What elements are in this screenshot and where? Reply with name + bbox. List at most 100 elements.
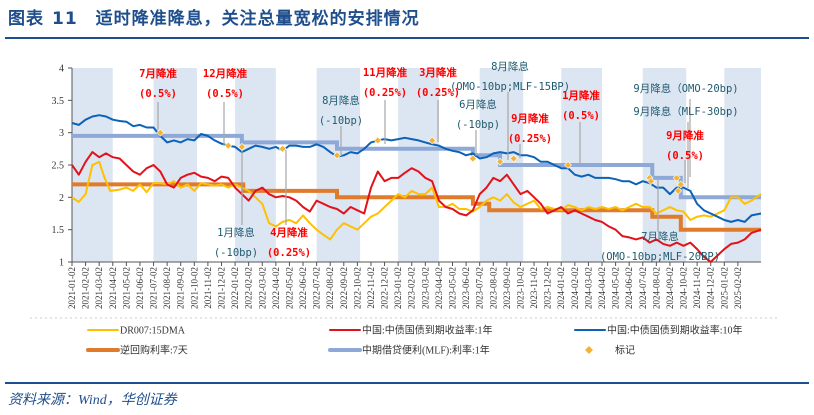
annotation-label: (-10bp) <box>214 247 258 259</box>
annotation-label: 4月降准 <box>270 226 308 239</box>
x-tick-label: 2021-11-02 <box>203 267 213 309</box>
annotation-label: 9月降准 <box>511 112 549 125</box>
x-tick-label: 2023-04-02 <box>434 267 444 309</box>
annotation-label: 1月降息 <box>217 226 255 239</box>
annotation-label: (-10bp) <box>456 119 500 131</box>
legend-label: 中国:中债国债到期收益率:1年 <box>362 324 493 337</box>
x-tick-label: 2021-09-02 <box>176 267 186 309</box>
x-tick-label: 2022-04-02 <box>271 267 281 309</box>
annotation-label: (0.25%) <box>508 133 552 145</box>
legend-item-reverse_repo: 逆回购利率:7天 <box>86 344 188 357</box>
marker-point-icon <box>509 154 518 163</box>
legend-label: 逆回购利率:7天 <box>120 344 188 357</box>
annotation-label: (0.5%) <box>562 110 600 122</box>
x-tick-label: 2021-08-02 <box>162 267 172 309</box>
annotation-label: 7月降准 <box>139 67 177 80</box>
annotation-label: 9月降准 <box>666 129 704 142</box>
annotation-label: 8月降息 <box>322 94 360 107</box>
x-tick-label: 2023-02-02 <box>407 267 417 309</box>
marker-point-icon <box>496 157 505 166</box>
source-divider <box>5 382 809 384</box>
x-tick-label: 2023-05-02 <box>448 267 458 309</box>
x-tick-label: 2023-08-02 <box>488 267 498 309</box>
marker-point-icon <box>278 144 287 153</box>
shaded-band <box>398 68 439 262</box>
x-tick-label: 2024-12-02 <box>706 267 716 309</box>
figure-number: 11 <box>52 9 78 29</box>
annotation-label: (-10bp) <box>319 115 363 127</box>
marker-point-icon <box>672 174 681 182</box>
annotation-label: (0.25%) <box>363 87 407 99</box>
x-tick-label: 2021-07-02 <box>149 267 159 309</box>
x-tick-label: 2025-02-02 <box>733 267 743 309</box>
x-tick-label: 2022-11-02 <box>366 267 376 309</box>
x-tick-label: 2022-07-02 <box>312 267 322 309</box>
marker-point-icon <box>333 151 341 160</box>
y-tick-label: 2 <box>59 193 64 204</box>
y-tick-label: 1.5 <box>52 225 65 236</box>
y-tick-label: 3.5 <box>52 96 65 107</box>
x-tick-label: 2024-10-02 <box>679 267 689 309</box>
annotation-label: (0.5%) <box>139 88 177 100</box>
y-tick-label: 4 <box>59 64 64 75</box>
shaded-band <box>153 68 198 262</box>
marker-point-icon <box>674 186 683 195</box>
y-tick-label: 2.5 <box>52 161 65 172</box>
annotation-label: (OMO-10bp;MLF-15BP) <box>450 81 570 93</box>
x-tick-label: 2024-02-02 <box>570 267 580 309</box>
marker-point-icon <box>564 161 572 169</box>
y-axis: 1 1.5 2 2.5 3 3.5 4 <box>52 64 73 269</box>
x-tick-label: 2022-12-02 <box>380 267 390 309</box>
x-tick-label: 2023-07-02 <box>475 267 485 309</box>
x-tick-label: 2024-01-02 <box>556 267 566 309</box>
marker-point-icon <box>646 177 655 186</box>
x-tick-label: 2024-11-02 <box>692 267 702 309</box>
annotation-label: 1月降准 <box>562 89 600 102</box>
x-tick-label: 2022-09-02 <box>339 267 349 309</box>
x-tick-label: 2023-03-02 <box>420 267 430 309</box>
x-tick-label: 2023-06-02 <box>461 267 471 309</box>
legend-label: 中国:中债国债到期收益率:10年 <box>607 324 743 337</box>
x-tick-label: 2021-06-02 <box>135 267 145 309</box>
x-tick-label: 2024-04-02 <box>597 267 607 309</box>
x-tick-label: 2022-03-02 <box>257 267 267 309</box>
x-tick-label: 2022-06-02 <box>298 267 308 309</box>
x-tick-label: 2024-05-02 <box>611 267 621 309</box>
annotation-label: (0.5%) <box>666 150 704 162</box>
source-note: 资料来源：Wind，华创证券 <box>8 393 177 408</box>
annotation-label: 9月降息（MLF-30bp) <box>633 105 738 118</box>
x-axis: 2021-01-02 2021-02-02 2021-03-02 2021-04-02… <box>67 261 761 309</box>
y-tick-label: 3 <box>59 128 64 139</box>
marker-point-icon <box>468 154 477 163</box>
x-tick-label: 2024-07-02 <box>638 267 648 309</box>
marker-point-icon <box>676 180 685 189</box>
annotation-label: 7月降息 <box>641 230 679 243</box>
x-tick-label: 2021-10-02 <box>189 267 199 309</box>
legend-label: DR007:15DMA <box>120 326 186 337</box>
x-tick-label: 2024-09-02 <box>665 267 675 309</box>
marker-point-icon <box>224 141 233 150</box>
legend-item-mlf: 中期借贷便利(MLF):利率:1年 <box>328 344 490 357</box>
x-tick-label: 2024-06-02 <box>624 267 634 309</box>
x-tick-label: 2022-05-02 <box>284 267 294 309</box>
x-tick-label: 2024-08-02 <box>651 267 661 309</box>
x-tick-label: 2025-01-02 <box>719 267 729 309</box>
legend-item-cgb1y: 中国:中债国债到期收益率:1年 <box>329 324 493 337</box>
figure-label: 图表 <box>8 9 44 29</box>
annotations: 7月降准 (0.5%) 12月降准 (0.5%) 8月降息 (-10bp) 11月降准 (0.… <box>139 60 739 263</box>
x-tick-label: 2022-08-02 <box>325 267 335 309</box>
legend-marker-icon <box>585 346 593 354</box>
legend-label: 中期借贷便利(MLF):利率:1年 <box>362 344 490 357</box>
legend: DR007:15DMA 中国:中债国债到期收益率:1年 中国:中债国债到期收益率:1… <box>86 324 743 357</box>
x-tick-label: 2021-03-02 <box>94 267 104 309</box>
x-tick-label: 2023-09-02 <box>502 267 512 309</box>
shaded-band <box>724 68 761 262</box>
annotation-label: 9月降息（OMO-20bp) <box>633 82 738 95</box>
series-cgb10y <box>71 114 762 223</box>
annotation-label: 6月降息 <box>459 98 497 111</box>
annotation-label: (0.5%) <box>206 88 244 100</box>
y-tick-label: 1 <box>59 258 64 269</box>
annotation-label: (0.25%) <box>416 87 460 99</box>
annotation-label: 11月降准 <box>363 66 408 79</box>
legend-label: 标记 <box>615 345 635 357</box>
